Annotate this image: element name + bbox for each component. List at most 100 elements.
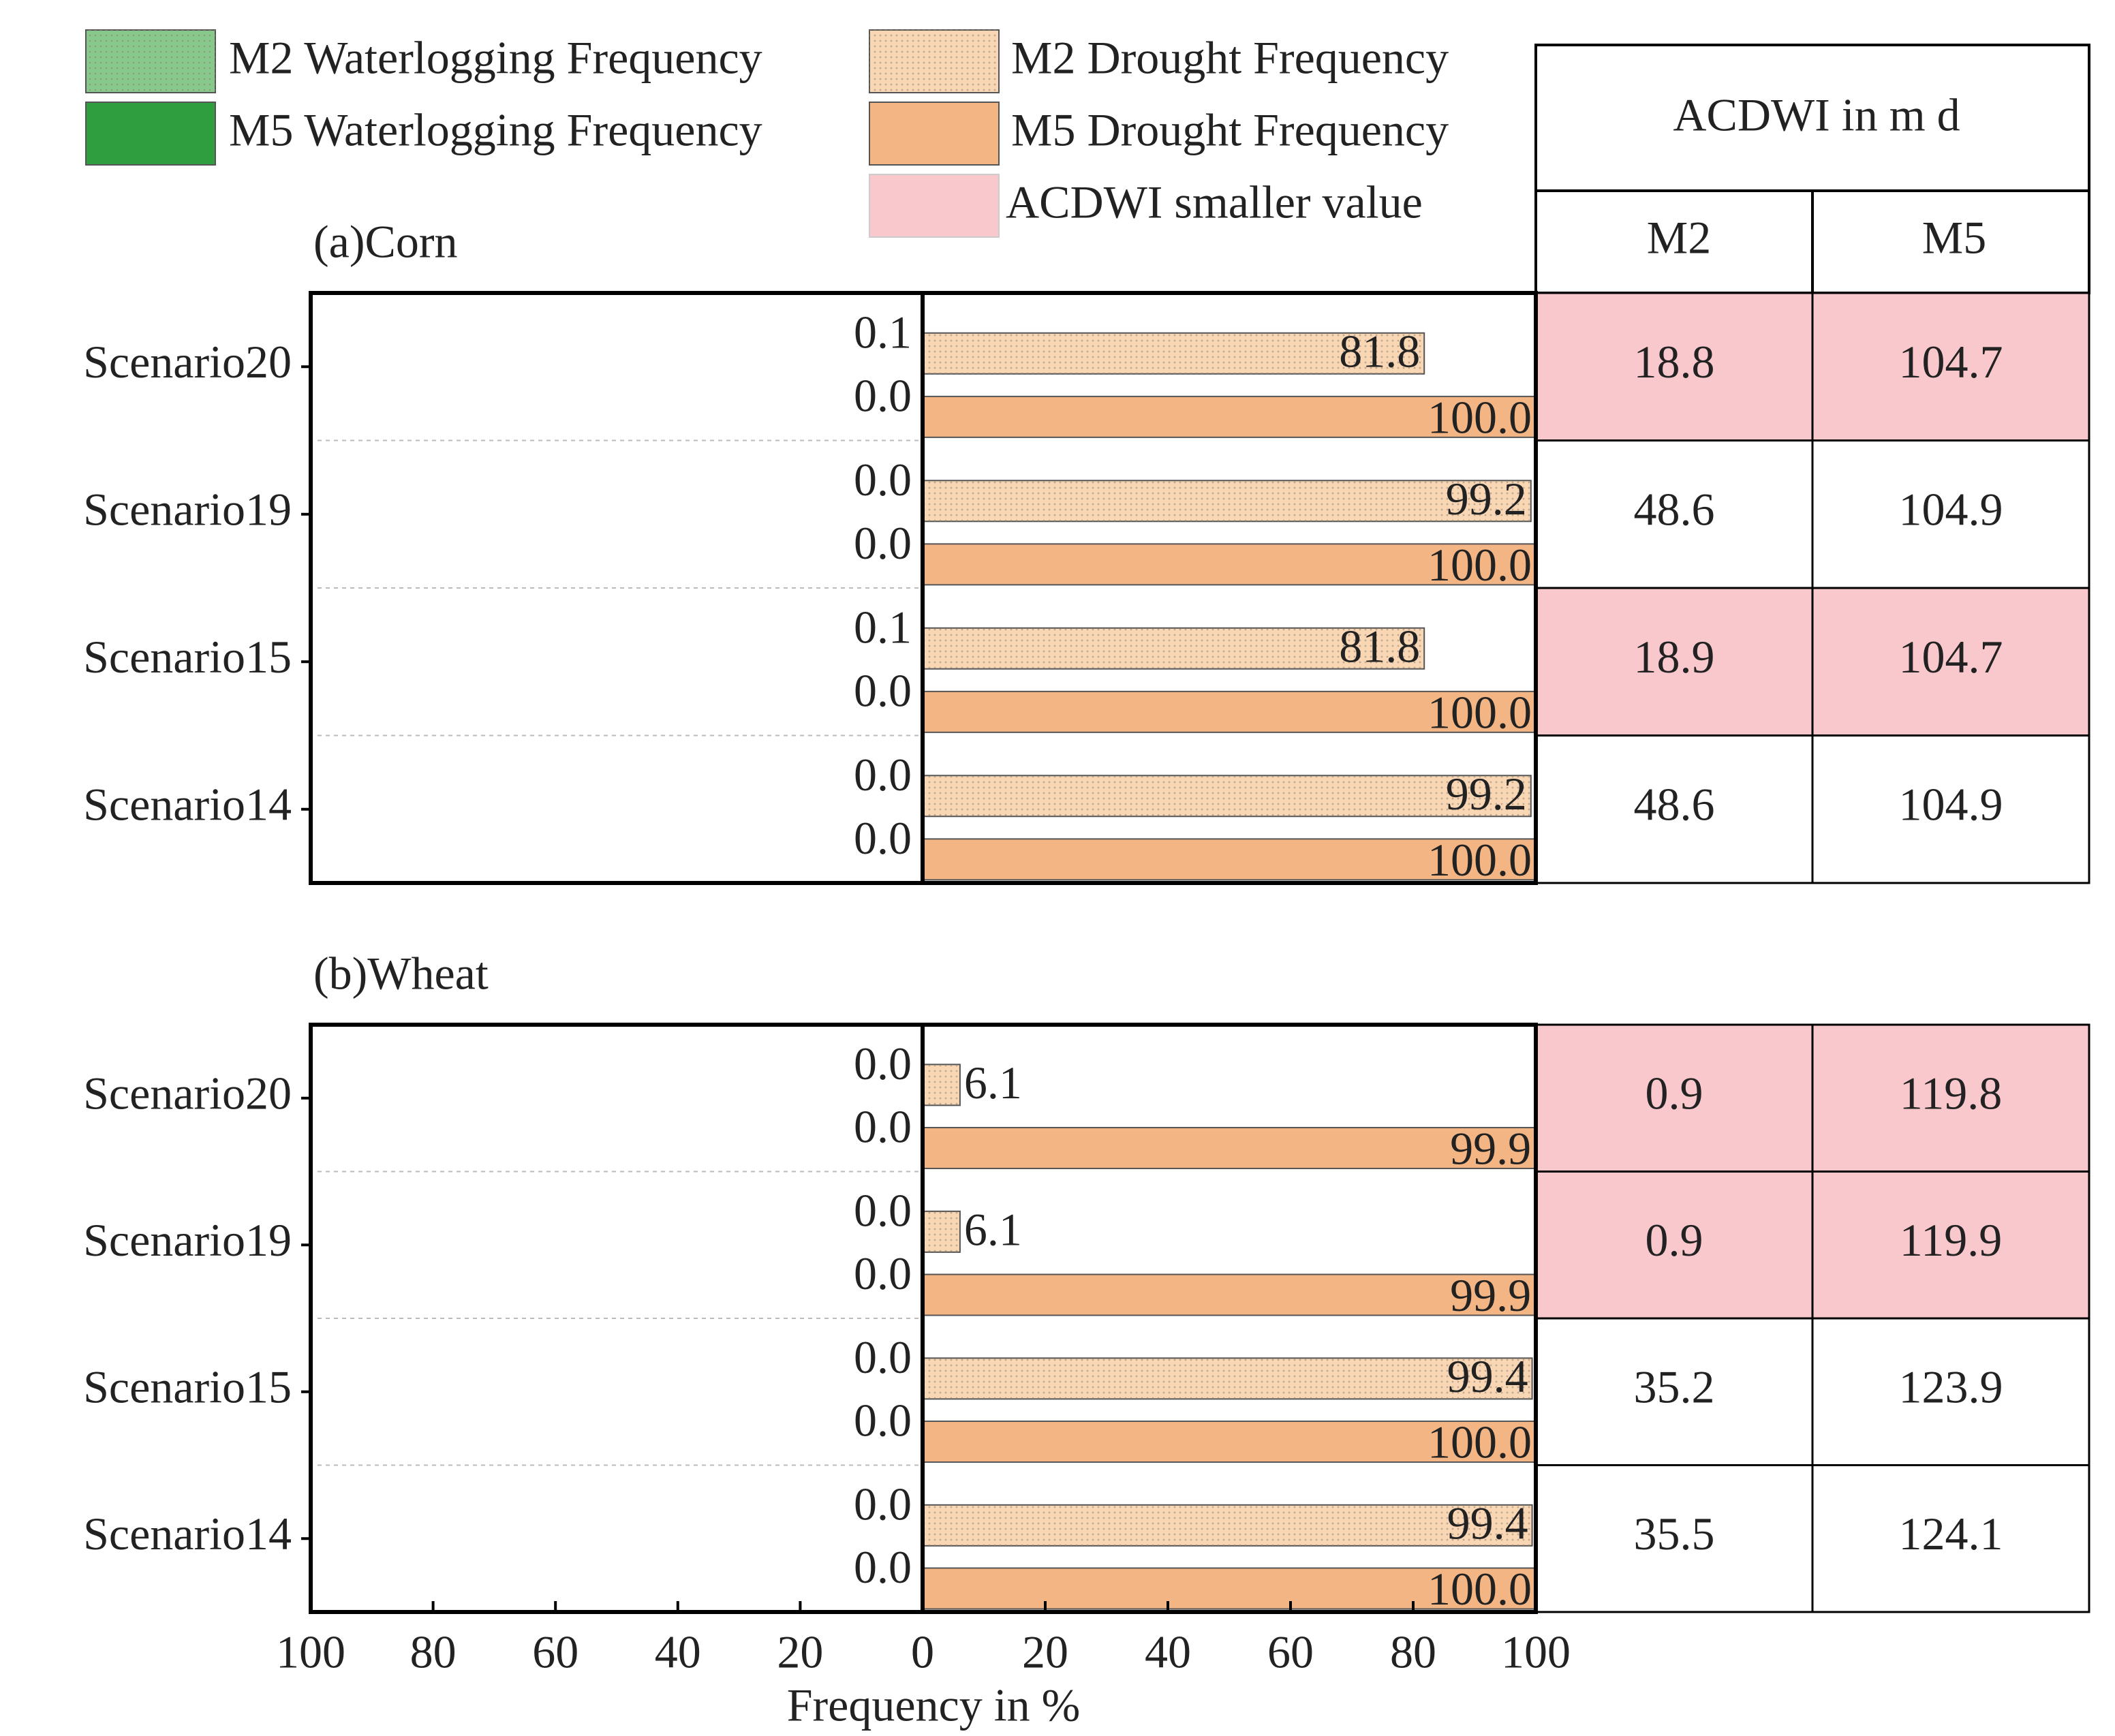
value-label: 99.9: [1450, 1269, 1531, 1321]
table-value: 35.2: [1634, 1361, 1715, 1412]
x-tick-label: 0: [911, 1626, 934, 1678]
drought-bar: [922, 1127, 1537, 1170]
bar-texture: [923, 775, 1531, 817]
table-value: 18.8: [1634, 336, 1715, 388]
table-cell: [1534, 292, 1814, 441]
legend-texture: [86, 30, 215, 93]
table-value: 35.5: [1634, 1508, 1715, 1560]
table-cell: [1534, 734, 1814, 884]
x-tick-label: 60: [1267, 1626, 1314, 1678]
table-frame: [1534, 44, 2090, 294]
drought-bar: [922, 543, 1537, 586]
x-tick-label: 20: [777, 1626, 823, 1678]
bar-texture: [923, 627, 1425, 669]
table-cell: [1534, 439, 1814, 589]
value-label: 0.0: [854, 454, 912, 506]
legend-swatch: [869, 102, 1000, 166]
legend-swatch: [869, 174, 1000, 238]
bar-texture: [923, 1358, 1532, 1399]
drought-bar: [922, 1421, 1537, 1463]
panel-title: (b)Wheat: [313, 948, 489, 999]
value-label: 0.0: [854, 1247, 912, 1299]
legend-label: M2 Drought Frequency: [1011, 32, 1449, 84]
x-tick-label: 80: [1390, 1626, 1436, 1678]
value-label: 0.0: [854, 664, 912, 716]
value-label: 81.8: [1339, 620, 1420, 672]
value-label: 0.0: [854, 1395, 912, 1446]
table-value: 104.7: [1899, 336, 2003, 388]
value-label: 100.0: [1427, 391, 1532, 443]
table-cell: [1534, 1464, 1814, 1613]
value-label: 0.0: [854, 1478, 912, 1530]
value-label: 0.1: [854, 601, 912, 653]
y-tick-label: Scenario20: [83, 1067, 292, 1119]
table-value: 123.9: [1899, 1361, 2003, 1412]
y-tick-label: Scenario14: [83, 1508, 292, 1560]
table-cell: [1811, 439, 2090, 589]
value-label: 99.2: [1446, 473, 1527, 525]
x-tick-label: 40: [1145, 1626, 1191, 1678]
table-value: 48.6: [1634, 483, 1715, 535]
x-tick-label: 20: [1022, 1626, 1068, 1678]
value-label: 0.0: [854, 1331, 912, 1383]
x-tick-label: 0: [911, 1626, 934, 1678]
table-column: M5: [1922, 212, 1986, 264]
x-tick-label: 100: [276, 1626, 345, 1678]
bar-texture: [923, 1064, 960, 1106]
x-axis-label: Frequency in %: [787, 1679, 1081, 1731]
drought-bar: [922, 1273, 1537, 1316]
table-cell: [1811, 1464, 2090, 1613]
value-label: 0.0: [854, 369, 912, 421]
x-tick-label: 40: [655, 1626, 701, 1678]
value-label: 99.9: [1450, 1123, 1531, 1175]
table-header: ACDWI in m d: [1673, 89, 1960, 141]
table-cell: [1534, 587, 1814, 737]
value-label: 6.1: [964, 1057, 1022, 1109]
legend-label: M2 Waterlogging Frequency: [229, 32, 762, 84]
value-label: 100.0: [1427, 686, 1532, 738]
value-label: 0.0: [854, 517, 912, 569]
value-label: 0.0: [854, 1101, 912, 1153]
table-cell: [1811, 1023, 2090, 1173]
table-cell: [1534, 1171, 1814, 1320]
table-value: 18.9: [1634, 631, 1715, 683]
y-tick-label: Scenario20: [83, 336, 292, 388]
table-value: 0.9: [1646, 1067, 1703, 1119]
value-label: 99.4: [1447, 1497, 1528, 1549]
table-cell: [1811, 292, 2090, 441]
bar-texture: [923, 480, 1531, 522]
legend-swatch: [85, 102, 216, 166]
value-label: 0.0: [854, 812, 912, 864]
value-label: 100.0: [1427, 1563, 1532, 1615]
value-label: 0.0: [854, 1541, 912, 1593]
y-tick-label: Scenario15: [83, 1361, 292, 1412]
value-label: 0.1: [854, 306, 912, 358]
legend-label: M5 Drought Frequency: [1011, 104, 1449, 156]
value-label: 0.0: [854, 1038, 912, 1089]
value-label: 0.0: [854, 749, 912, 801]
value-label: 0.0: [854, 1184, 912, 1236]
x-tick-label: 60: [532, 1626, 578, 1678]
table-value: 104.9: [1899, 483, 2003, 535]
y-tick-label: Scenario19: [83, 1214, 292, 1266]
panel-title: (a)Corn: [313, 216, 457, 268]
table-value: 104.7: [1899, 631, 2003, 683]
value-label: 100.0: [1427, 834, 1532, 886]
value-label: 100.0: [1427, 539, 1532, 591]
table-value: 104.9: [1899, 778, 2003, 830]
legend-label: M5 Waterlogging Frequency: [229, 104, 762, 156]
value-label: 99.4: [1447, 1350, 1528, 1402]
value-label: 81.8: [1339, 325, 1420, 377]
table-cell: [1811, 587, 2090, 737]
y-tick-label: Scenario14: [83, 778, 292, 830]
bar-texture: [923, 1211, 960, 1252]
table-value: 119.8: [1900, 1067, 2002, 1119]
legend-label: ACDWI smaller value: [1006, 176, 1423, 228]
y-tick-label: Scenario15: [83, 631, 292, 683]
drought-bar: [922, 395, 1537, 438]
x-tick-label: 100: [1501, 1626, 1571, 1678]
table-value: 124.1: [1899, 1508, 2003, 1560]
y-tick-label: Scenario19: [83, 483, 292, 535]
